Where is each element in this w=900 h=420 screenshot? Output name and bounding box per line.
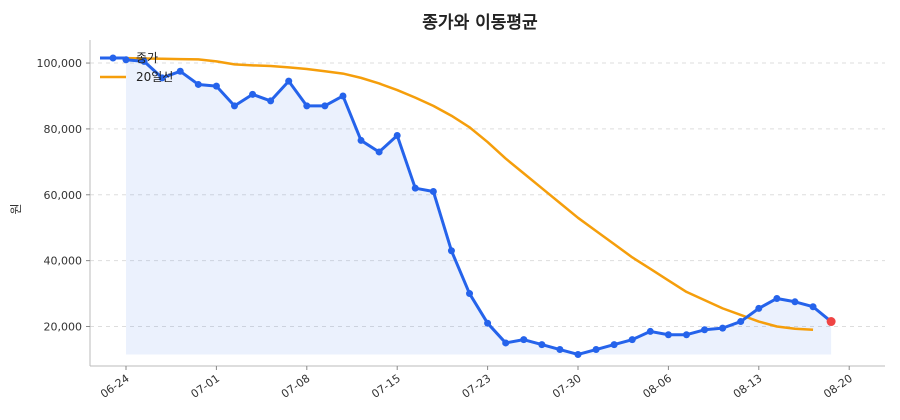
y-tick-label: 40,000 xyxy=(44,255,83,268)
y-axis-label: 원 xyxy=(9,203,23,214)
x-tick-label: 07-08 xyxy=(279,372,313,401)
series-close-point xyxy=(538,341,546,349)
series-close-area xyxy=(126,59,832,355)
chart-title: 종가와 이동평균 xyxy=(422,13,538,33)
series-close-point xyxy=(809,303,817,311)
series-close-point xyxy=(701,326,709,334)
x-tick-label: 08-06 xyxy=(640,372,674,401)
series-close-point xyxy=(249,90,257,98)
series-close-point xyxy=(212,82,220,90)
series-close-point xyxy=(140,57,148,65)
series-close-point xyxy=(375,148,383,156)
series-close-point xyxy=(646,327,654,335)
series-close-point xyxy=(429,187,437,195)
series-close-point xyxy=(357,136,365,144)
x-tick-label: 07-15 xyxy=(369,372,403,401)
series-close-point xyxy=(447,247,455,255)
x-tick-label: 07-01 xyxy=(188,372,222,401)
series-close-point xyxy=(755,304,763,312)
series-close-point xyxy=(502,339,510,347)
legend: 종가 20일선 xyxy=(100,51,173,84)
series xyxy=(122,56,836,358)
series-close-last-point xyxy=(826,317,836,327)
series-close-point xyxy=(737,318,745,326)
x-tick-label: 08-20 xyxy=(821,372,855,401)
y-tick-label: 20,000 xyxy=(44,320,83,333)
y-tick-label: 100,000 xyxy=(37,57,83,70)
series-close-point xyxy=(664,331,672,339)
series-close-point xyxy=(466,290,474,298)
y-tick-label: 80,000 xyxy=(44,123,83,136)
series-close-point xyxy=(303,102,311,110)
y-ticks: 20,000 40,000 60,000 80,000 100,000 xyxy=(37,57,90,333)
series-close-point xyxy=(719,324,727,332)
series-close-point xyxy=(520,336,528,344)
series-close-point xyxy=(592,346,600,354)
series-close-point xyxy=(176,67,184,75)
series-close-point xyxy=(773,294,781,302)
series-close-point xyxy=(230,102,238,110)
series-close-point xyxy=(628,336,636,344)
x-ticks: 06-24 07-01 07-08 07-15 07-23 07-30 08-06 08-13… xyxy=(98,366,855,401)
series-close-point xyxy=(574,350,582,358)
legend-close-marker xyxy=(109,54,117,62)
series-close-point xyxy=(339,92,347,100)
series-close-point xyxy=(194,80,202,88)
series-close-point xyxy=(285,77,293,85)
series-close-point xyxy=(484,319,492,327)
y-tick-label: 60,000 xyxy=(44,189,83,202)
x-tick-label: 07-30 xyxy=(550,372,584,401)
x-tick-label: 07-23 xyxy=(460,372,494,401)
x-tick-label: 06-24 xyxy=(98,372,132,401)
series-close-point xyxy=(682,331,690,339)
series-close-point xyxy=(556,346,564,354)
x-tick-label: 08-13 xyxy=(731,372,765,401)
series-close-point xyxy=(267,97,275,105)
series-close-point xyxy=(158,74,166,82)
series-close-point xyxy=(411,184,419,192)
series-ma20-line xyxy=(125,56,814,332)
series-close-point xyxy=(791,298,799,306)
legend-ma20-label: 20일선 xyxy=(136,70,173,84)
series-close-point xyxy=(393,131,401,139)
series-close-point xyxy=(321,102,329,110)
series-close-line xyxy=(125,58,833,356)
legend-close-label: 종가 xyxy=(136,51,158,65)
series-close-point xyxy=(610,341,618,349)
